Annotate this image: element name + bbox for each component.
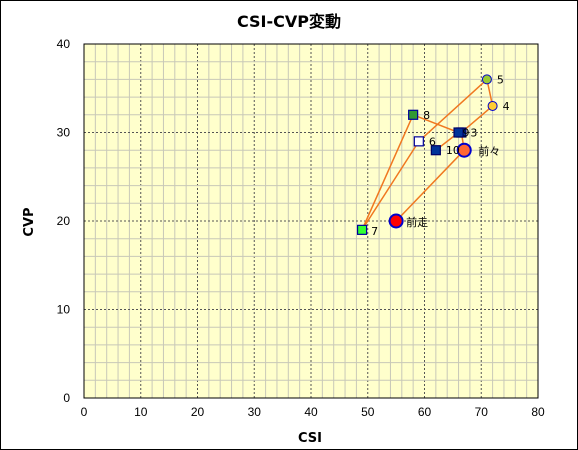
trajectory-segment bbox=[412, 114, 459, 134]
point-label: 9 bbox=[463, 127, 470, 140]
trajectory-segment bbox=[395, 149, 465, 222]
point-label: 7 bbox=[371, 225, 378, 238]
x-axis-ticks: 0 10 20 30 40 50 60 70 80 bbox=[81, 405, 545, 419]
point-marker bbox=[487, 100, 498, 111]
point-label: 前々 bbox=[478, 144, 500, 158]
point-label: 10 bbox=[446, 144, 460, 157]
trajectory-segment bbox=[361, 140, 420, 231]
point-labels: 前走 前々3 4 5 6 7 8 910 bbox=[371, 73, 510, 237]
trajectory-segment bbox=[460, 105, 494, 134]
point-label: 4 bbox=[503, 100, 510, 113]
trajectory-segment bbox=[361, 114, 414, 231]
x-tick-label: 40 bbox=[304, 405, 318, 419]
point-label: 8 bbox=[423, 109, 430, 122]
point-label: 3 bbox=[470, 127, 477, 140]
x-tick-label: 70 bbox=[475, 405, 489, 419]
chart-title: CSI-CVP変動 bbox=[237, 12, 341, 31]
point-label: 5 bbox=[497, 73, 504, 86]
point-marker bbox=[388, 213, 404, 229]
point-label: 6 bbox=[429, 135, 436, 148]
grid bbox=[84, 44, 538, 398]
x-tick-label: 20 bbox=[191, 405, 205, 419]
plot-border bbox=[83, 43, 539, 399]
point-marker bbox=[356, 224, 368, 235]
point-marker bbox=[430, 145, 441, 156]
point-marker bbox=[413, 136, 424, 147]
trajectory-segment bbox=[418, 78, 488, 142]
x-axis-label: CSI bbox=[298, 431, 322, 446]
y-tick-label: 20 bbox=[57, 214, 71, 228]
x-tick-label: 0 bbox=[81, 405, 88, 419]
point-label: 前走 bbox=[406, 215, 428, 229]
point-marker bbox=[453, 127, 464, 138]
x-tick-label: 60 bbox=[418, 405, 432, 419]
y-tick-label: 30 bbox=[57, 126, 71, 140]
y-axis-label: CVP bbox=[22, 207, 37, 236]
point-marker bbox=[481, 74, 492, 85]
x-tick-label: 80 bbox=[531, 405, 545, 419]
x-tick-label: 10 bbox=[134, 405, 148, 419]
x-tick-label: 50 bbox=[361, 405, 375, 419]
y-axis-ticks: 0 10 20 30 40 bbox=[57, 37, 71, 405]
y-tick-label: 10 bbox=[57, 303, 71, 317]
data-points bbox=[356, 74, 498, 235]
point-marker bbox=[408, 109, 419, 120]
x-tick-label: 30 bbox=[248, 405, 262, 419]
point-marker bbox=[456, 142, 472, 158]
y-tick-label: 40 bbox=[57, 37, 71, 51]
y-tick-label: 0 bbox=[63, 391, 70, 405]
